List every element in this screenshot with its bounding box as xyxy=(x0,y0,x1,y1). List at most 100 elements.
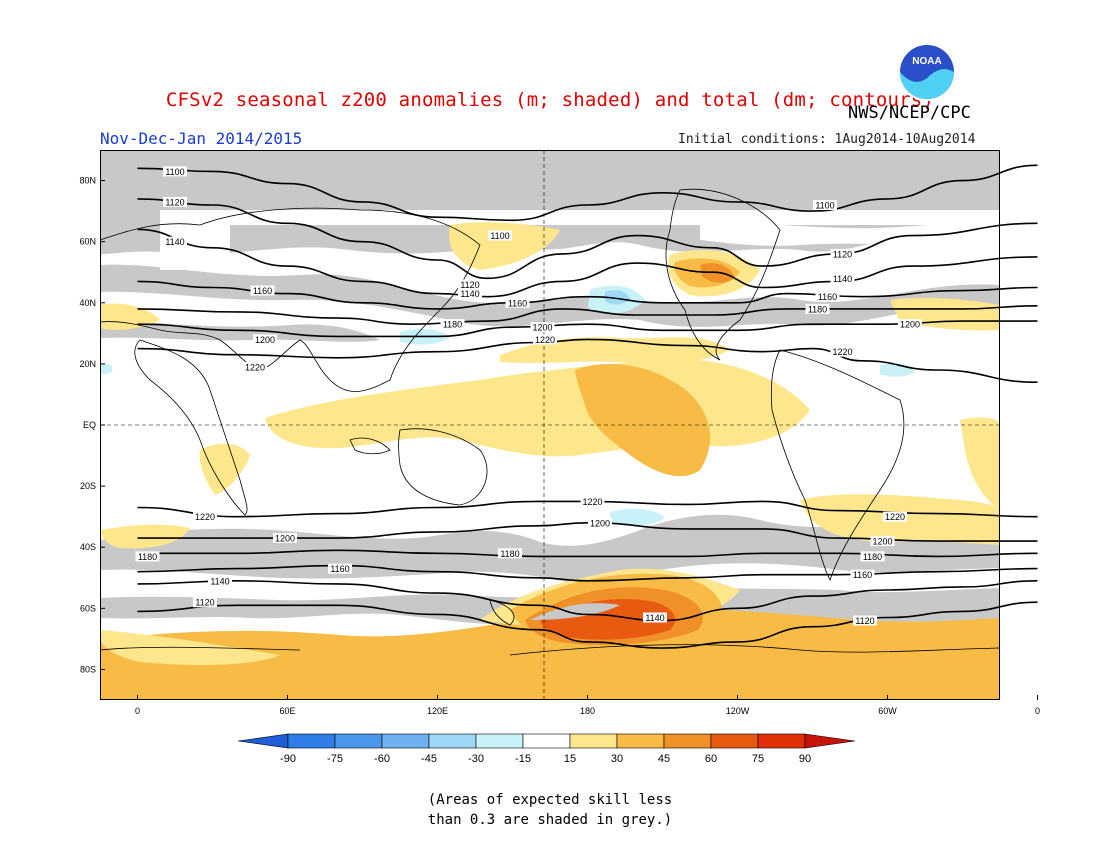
colorbar-arrow-left xyxy=(238,733,289,749)
contour-label: 1140 xyxy=(833,274,852,284)
contour-line-1140 xyxy=(137,580,1038,622)
contour-label: 1160 xyxy=(253,286,272,296)
colorbar-swatch xyxy=(757,733,806,749)
colorbar-label: 90 xyxy=(799,753,811,765)
chart-title: CFSv2 seasonal z200 anomalies (m; shaded… xyxy=(165,89,935,111)
colorbar-label: 30 xyxy=(611,753,623,765)
lon-label: 120W xyxy=(726,706,750,716)
lat-label: 60S xyxy=(80,603,96,613)
forecast-period: Nov-Dec-Jan 2014/2015 xyxy=(100,129,303,148)
colorbar-swatch xyxy=(287,733,336,749)
contour-label: 1200 xyxy=(872,537,892,547)
colorbar-swatch xyxy=(381,733,430,749)
colorbar-swatch xyxy=(428,733,477,749)
contour-label: 1100 xyxy=(165,167,184,177)
contour-label-bg xyxy=(440,319,465,330)
contour-line-1220 xyxy=(137,338,1038,384)
contour-line-1200 xyxy=(137,320,1038,338)
skill-note: (Areas of expected skill less than 0.3 a… xyxy=(0,790,1100,830)
contour-label: 1140 xyxy=(210,576,229,586)
contour-label-bg xyxy=(853,615,877,626)
contour-line-1160 xyxy=(137,280,1038,310)
contour-line-1120 xyxy=(137,601,1038,649)
contour-label-bg xyxy=(580,496,605,507)
contour-label-bg xyxy=(813,200,837,210)
anomaly-shading xyxy=(100,150,1000,700)
colorbar-swatch xyxy=(710,733,759,749)
colorbar-arrow-right xyxy=(804,733,856,749)
colorbar-swatch xyxy=(616,733,665,749)
contour-label: 1160 xyxy=(330,564,349,574)
lat-label: 80S xyxy=(80,664,96,674)
contour-label-bg xyxy=(883,511,907,522)
initial-conditions: Initial conditions: 1Aug2014-10Aug2014 xyxy=(678,132,976,147)
contour-label-bg xyxy=(250,285,275,296)
contour-label: 1160 xyxy=(508,298,527,308)
contour-label-bg xyxy=(830,248,855,259)
contour-label-bg xyxy=(488,230,512,241)
contour-line-1160 xyxy=(137,564,1038,582)
contour-label: 1220 xyxy=(245,362,265,372)
lon-label: 120E xyxy=(427,706,448,716)
contour-label: 1200 xyxy=(532,323,552,333)
colorbar-label: -75 xyxy=(327,753,343,765)
lat-label: 40N xyxy=(79,298,96,308)
contour-label-bg xyxy=(533,334,557,345)
colorbar: -90 -75 -60 -45 -30 -15 15 30 45 60 75 90 xyxy=(238,733,856,765)
contour-label-bg xyxy=(830,346,855,357)
colorbar-swatches xyxy=(238,733,856,749)
noaa-logo: NOAA xyxy=(898,43,956,101)
contour-label: 1220 xyxy=(535,335,555,345)
contour-label-bg xyxy=(870,536,895,547)
contour-label-bg xyxy=(860,551,885,562)
contour-label: 1140 xyxy=(460,289,479,299)
contour-label: 1180 xyxy=(808,304,827,314)
contour-label-bg xyxy=(163,166,187,177)
colorbar-label: -30 xyxy=(468,753,484,765)
skill-note-line-2: than 0.3 are shaded in grey.) xyxy=(427,812,673,828)
contour-label: 1220 xyxy=(582,497,602,507)
height-contours: 1100110011001120112011201140114011401160… xyxy=(135,164,1038,649)
contour-label-bg xyxy=(530,322,555,333)
contour-label: 1120 xyxy=(165,197,184,207)
lat-label: 20N xyxy=(79,359,96,369)
contour-label-bg xyxy=(458,288,482,299)
contour-label-bg xyxy=(193,511,217,522)
colorbar-swatch xyxy=(522,733,571,749)
contour-label-bg xyxy=(830,273,855,284)
contour-label-bg xyxy=(498,548,522,559)
contour-line-1180 xyxy=(137,305,1038,325)
contour-label: 1120 xyxy=(195,598,214,608)
contour-label-bg xyxy=(208,575,232,586)
lon-label: 0 xyxy=(135,706,140,716)
contour-label: 1220 xyxy=(832,347,852,357)
contour-label: 1200 xyxy=(275,534,295,544)
contour-label: 1100 xyxy=(490,231,509,241)
contour-label: 1120 xyxy=(460,280,479,290)
contour-label: 1180 xyxy=(863,552,882,562)
contour-label: 1120 xyxy=(855,616,874,626)
colorbar-label: 15 xyxy=(564,753,576,765)
contour-label: 1200 xyxy=(900,320,920,330)
contour-label-bg xyxy=(253,334,277,345)
colorbar-label: -90 xyxy=(280,753,296,765)
coastlines xyxy=(100,188,1000,656)
contour-label: 1200 xyxy=(590,518,610,528)
lon-label: 60E xyxy=(279,706,295,716)
lon-label: 180 xyxy=(580,706,595,716)
lat-label: 20S xyxy=(80,481,96,491)
contour-label-bg xyxy=(643,612,667,623)
colorbar-label: 45 xyxy=(658,753,670,765)
colorbar-swatch xyxy=(475,733,524,749)
colorbar-swatch xyxy=(569,733,618,749)
lat-label: 80N xyxy=(79,176,96,186)
contour-label-bg xyxy=(243,361,267,372)
contour-label: 1180 xyxy=(443,320,462,330)
contour-label: 1180 xyxy=(500,549,519,559)
map-frame xyxy=(100,150,1000,700)
contour-label-bg xyxy=(135,551,160,562)
contour-label-bg xyxy=(458,279,482,290)
noaa-logo-text: NOAA xyxy=(912,56,941,67)
lon-label: 60W xyxy=(878,706,897,716)
colorbar-swatch xyxy=(663,733,712,749)
